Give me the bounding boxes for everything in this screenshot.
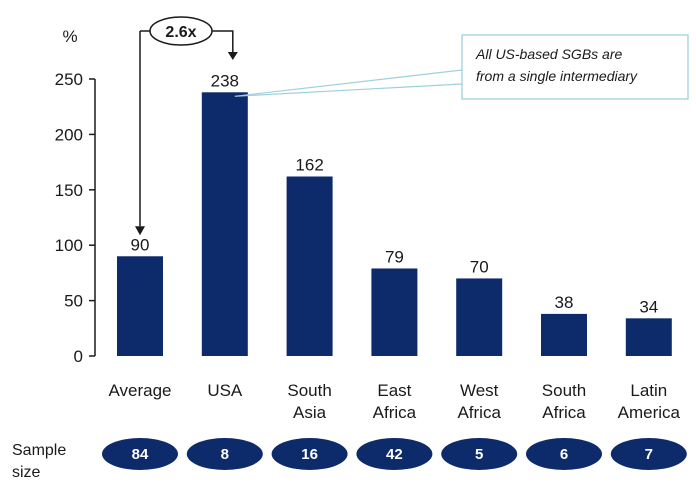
data-label: 70 <box>470 257 489 276</box>
sample-size-value: 7 <box>645 446 653 463</box>
data-labels: 90 238 162 79 70 38 34 <box>131 71 659 316</box>
sample-size-value: 42 <box>386 446 403 463</box>
category-label: East Africa <box>373 381 417 422</box>
bars <box>117 92 672 357</box>
category-label: West Africa <box>457 381 501 422</box>
bar <box>117 256 163 356</box>
y-axis-unit-label: % <box>62 27 77 46</box>
multiplier-text: 2.6x <box>165 24 196 41</box>
category-label: USA <box>207 381 243 400</box>
data-label: 238 <box>211 71 239 90</box>
sample-size-pill <box>186 438 263 470</box>
sample-size-pill <box>526 438 602 470</box>
bar <box>201 92 248 357</box>
y-tick-label: 100 <box>55 236 83 255</box>
sample-size-pill <box>441 438 518 470</box>
data-label: 90 <box>131 235 150 254</box>
callout-pointer <box>234 69 463 97</box>
category-label: South Africa <box>542 381 586 422</box>
sample-size-pill <box>102 438 178 470</box>
data-label: 162 <box>295 156 323 175</box>
multiplier-badge <box>149 16 213 46</box>
sample-size-label: Sample size <box>12 442 66 481</box>
arrow-down-icon <box>135 226 145 236</box>
sample-size-row: Sample size 84 8 16 42 5 6 7 <box>12 438 687 481</box>
callout-text: All US-based SGBs are from a single inter… <box>475 46 638 84</box>
category-label: South Asia <box>287 381 331 422</box>
data-label: 38 <box>555 293 574 312</box>
y-tick-label: 50 <box>64 292 83 311</box>
y-tick-label: 200 <box>55 125 83 144</box>
data-label: 79 <box>385 247 404 266</box>
sample-size-pill <box>356 438 433 470</box>
data-label: 34 <box>639 297 658 316</box>
category-label: Average <box>108 381 171 400</box>
bar <box>625 318 672 356</box>
sample-size-pill <box>271 438 348 470</box>
callout-box <box>461 34 689 100</box>
sample-size-value: 6 <box>560 446 568 463</box>
sample-size-value: 5 <box>475 446 483 463</box>
sample-size-value: 16 <box>301 446 318 463</box>
category-label: Latin America <box>618 381 681 422</box>
bracket-top-right <box>212 30 234 52</box>
bar <box>541 313 587 356</box>
sample-size-pill <box>610 438 687 470</box>
y-tick-label: 0 <box>74 347 83 366</box>
annotations: 2.6x All US-based SGBs are from a single i… <box>135 16 689 236</box>
bar <box>371 268 418 356</box>
y-tick-label: 250 <box>55 70 83 89</box>
bar <box>456 278 503 356</box>
y-tick-label: 150 <box>55 181 83 200</box>
sample-size-value: 84 <box>132 446 149 463</box>
sample-size-value: 8 <box>221 446 229 463</box>
arrow-down-icon <box>227 52 238 60</box>
bar <box>286 176 333 356</box>
category-labels: Average USA South Asia East Africa West Africa S… <box>108 381 680 422</box>
y-axis: % 0 50 100 150 200 250 <box>55 27 96 366</box>
